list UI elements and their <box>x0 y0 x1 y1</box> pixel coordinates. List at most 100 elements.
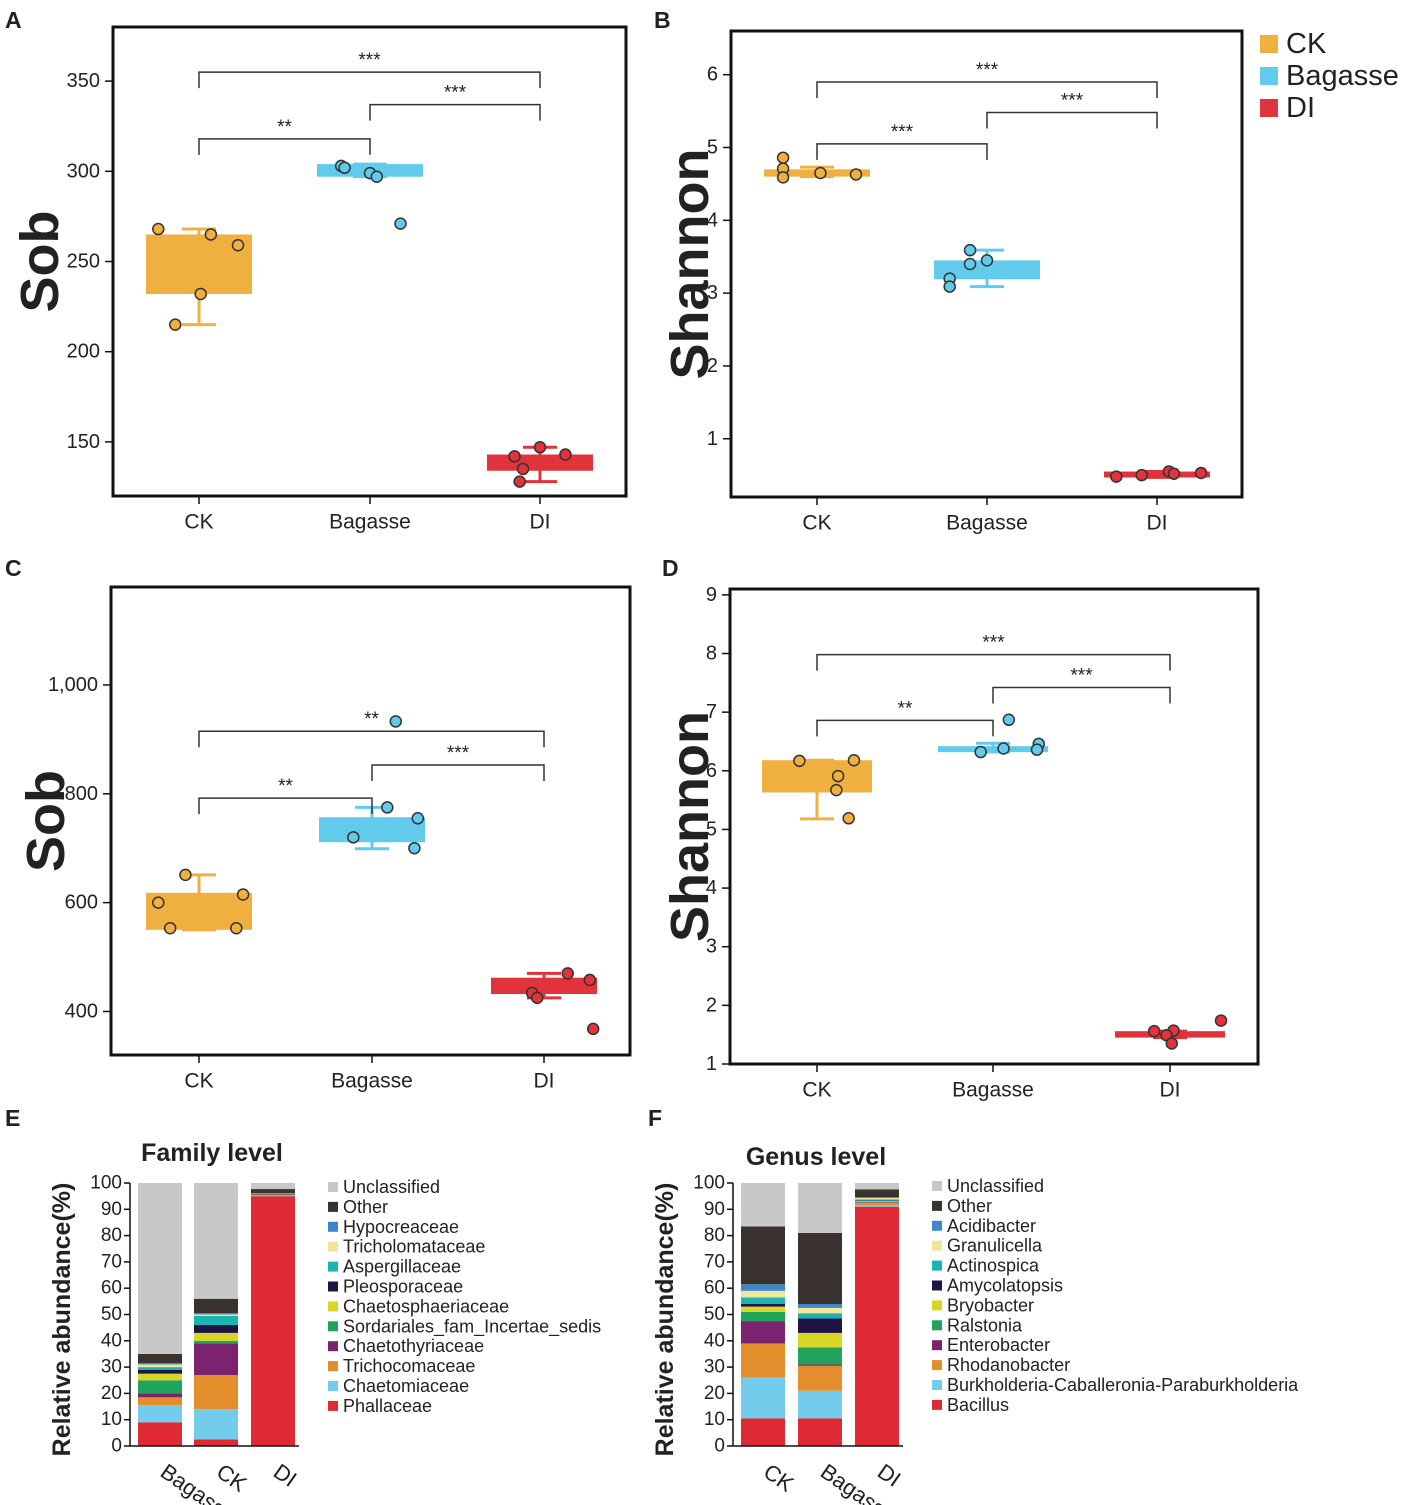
data-point <box>411 812 425 825</box>
y-tick-label: 1 <box>706 1053 717 1075</box>
data-point <box>169 318 182 331</box>
y-tick-label: 10 <box>704 1409 725 1430</box>
bar-segment <box>138 1373 182 1381</box>
bar-segment <box>798 1364 842 1366</box>
box-di <box>1104 465 1210 483</box>
panel-label-e: E <box>5 1105 20 1131</box>
bar-segment <box>194 1298 238 1314</box>
bar-segment <box>855 1197 899 1200</box>
y-axis-label: Relative abundance(%) <box>48 1183 76 1457</box>
y-tick-label: 50 <box>704 1304 725 1325</box>
bar-segment <box>138 1405 182 1423</box>
legend: UnclassifiedOtherHypocreaceaeTricholomat… <box>328 1177 601 1416</box>
y-axis-label: Sob <box>16 770 76 872</box>
bar-segment <box>251 1183 295 1190</box>
box-ck <box>764 151 870 184</box>
bar-segment <box>741 1418 785 1446</box>
y-tick-label: 50 <box>101 1304 122 1325</box>
data-point <box>847 753 861 767</box>
bar-segment <box>798 1347 842 1365</box>
data-point <box>530 991 544 1005</box>
legend-label: Tricholomataceae <box>343 1237 485 1257</box>
data-point <box>1147 1024 1161 1038</box>
data-point <box>974 745 987 759</box>
bar-segment <box>251 1195 295 1197</box>
data-point <box>1165 1037 1179 1050</box>
bar-segment <box>741 1284 785 1291</box>
bar-segment <box>194 1340 238 1344</box>
y-tick-label: 1 <box>707 428 718 450</box>
y-axis-label: Relative abundance(%) <box>651 1183 679 1457</box>
significance-bracket <box>986 111 1158 129</box>
bar-segment <box>194 1314 238 1316</box>
bar-segment <box>741 1311 785 1322</box>
group-legend-item: Bagasse <box>1260 60 1399 92</box>
legend-item: Sordariales_fam_Incertae_sedis <box>328 1316 601 1337</box>
legend-label: Chaetosphaeriaceae <box>343 1296 509 1316</box>
data-point <box>230 921 243 935</box>
data-point <box>194 287 207 301</box>
bar-segment <box>798 1332 842 1348</box>
box-bagasse <box>934 243 1040 293</box>
legend-label: Unclassified <box>343 1177 440 1197</box>
legend-label: Chaetothyriaceae <box>343 1336 484 1356</box>
y-tick-label: 20 <box>101 1383 122 1404</box>
data-point <box>516 462 530 476</box>
x-tick-label: DI <box>1160 1079 1181 1102</box>
legend-label: Trichocomaceae <box>343 1356 475 1376</box>
y-tick-label: 4 <box>707 209 718 231</box>
box-bagasse <box>319 715 425 855</box>
bar-segment <box>855 1202 899 1206</box>
x-tick-label: Bagasse <box>329 511 411 534</box>
y-tick-label: 20 <box>704 1383 725 1404</box>
significance-bracket <box>198 797 373 815</box>
bar-segment <box>251 1194 295 1196</box>
box-body <box>934 260 1040 280</box>
y-axis-label: Sob <box>10 211 70 313</box>
bar-segment <box>138 1397 182 1406</box>
box-bagasse <box>938 713 1048 759</box>
legend-item: Chaetomiaceae <box>328 1376 469 1396</box>
bar-bagasse <box>138 1183 182 1446</box>
legend-swatch <box>932 1360 942 1371</box>
legend-label: Other <box>947 1196 992 1216</box>
legend: UnclassifiedOtherAcidibacterGranulicella… <box>932 1176 1299 1415</box>
legend-swatch <box>328 1221 338 1232</box>
data-point <box>776 171 790 184</box>
group-legend-item: DI <box>1260 92 1315 124</box>
significance-label: ** <box>278 776 293 797</box>
bar-segment <box>855 1197 899 1198</box>
legend-label: Other <box>343 1197 388 1217</box>
x-tick-label: DI <box>269 1459 301 1492</box>
x-tick-label: DI <box>1147 512 1168 535</box>
data-point <box>831 769 845 783</box>
legend-swatch <box>328 1301 338 1312</box>
data-point <box>793 754 806 768</box>
data-point <box>814 166 827 180</box>
bar-segment <box>741 1290 785 1298</box>
y-tick-label: 70 <box>101 1251 122 1272</box>
box-bagasse <box>317 159 423 230</box>
box-body <box>487 454 593 471</box>
data-point <box>347 831 360 844</box>
bar-segment <box>741 1321 785 1344</box>
legend-item: Pleosporaceae <box>328 1277 463 1297</box>
legend-swatch <box>328 1400 338 1411</box>
y-tick-label: 2 <box>706 994 717 1016</box>
data-point <box>1135 468 1148 482</box>
y-tick-label: 60 <box>101 1278 122 1299</box>
legend-swatch <box>328 1341 338 1352</box>
significance-label: *** <box>358 50 381 71</box>
box-di <box>1115 1014 1228 1050</box>
data-point <box>236 888 250 901</box>
legend-swatch <box>328 1261 338 1272</box>
legend-label: Aspergillaceae <box>343 1257 461 1277</box>
legend-label: Sordariales_fam_Incertae_sedis <box>343 1316 601 1337</box>
legend-label: Burkholderia-Caballeronia-Paraburkholder… <box>947 1375 1299 1395</box>
data-point <box>561 967 574 980</box>
